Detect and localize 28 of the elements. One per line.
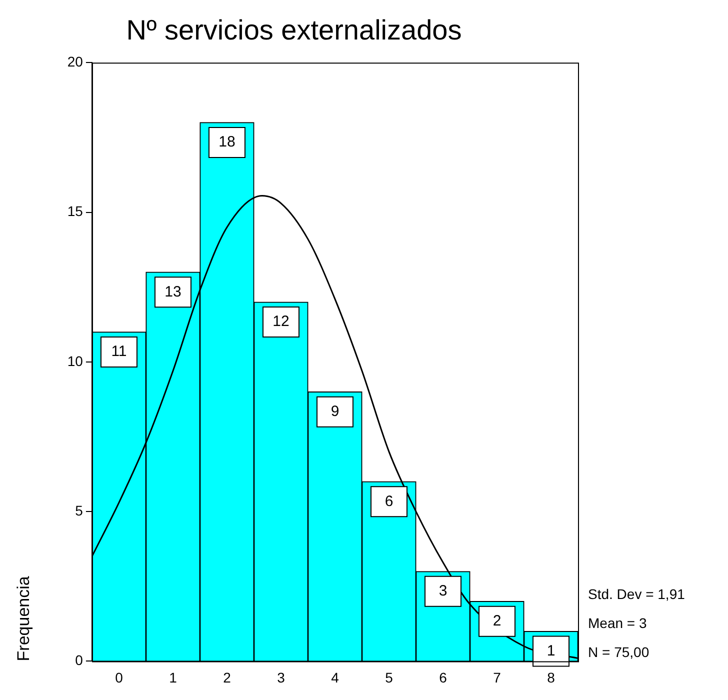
x-tick-label: 0 (115, 669, 124, 686)
text: Mean = 3 (588, 615, 647, 632)
y-axis-title: Frequencia (14, 576, 33, 662)
y-tick-label: 20 (67, 53, 84, 70)
x-tick-label: 3 (277, 669, 286, 686)
data-label: 9 (330, 402, 340, 420)
x-tick-label: 7 (493, 669, 502, 686)
x-tick-label: 1 (169, 669, 178, 686)
x-tick-label: 5 (385, 669, 394, 686)
data-label: 18 (218, 134, 236, 151)
x-tick-label: 4 (331, 669, 340, 686)
data-label: 1 (546, 642, 556, 660)
y-tick-label: 5 (75, 502, 84, 518)
y-tick-label: 10 (67, 352, 84, 369)
x-tick-label: 2 (223, 669, 232, 686)
chart-title: Nº servicios externalizados (126, 14, 462, 46)
data-label: 3 (438, 582, 448, 600)
text: Std. Dev = 1,91 (588, 586, 686, 602)
x-tick-label: 6 (439, 669, 448, 686)
y-tick-label: 0 (75, 652, 84, 668)
data-label: 11 (111, 343, 127, 360)
data-label: 6 (384, 492, 394, 510)
x-tick-label: 8 (547, 669, 556, 686)
text: N = 75,00 (588, 644, 650, 660)
data-label: 2 (492, 612, 502, 630)
y-tick-label: 15 (67, 203, 84, 220)
data-label: 13 (164, 283, 182, 300)
data-label: 12 (272, 313, 290, 330)
